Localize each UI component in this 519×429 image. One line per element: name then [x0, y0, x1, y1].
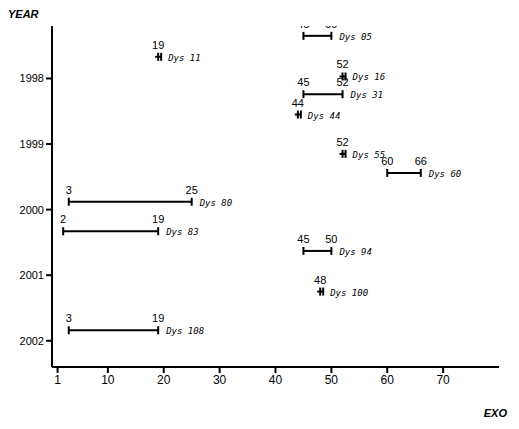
- svg-text:3: 3: [66, 184, 72, 196]
- svg-text:50: 50: [325, 233, 337, 245]
- svg-text:52: 52: [336, 136, 348, 148]
- svg-text:50: 50: [325, 26, 337, 30]
- html-text:EXO: EXO: [483, 407, 507, 419]
- svg-text:10: 10: [101, 373, 115, 387]
- svg-text:20: 20: [157, 373, 171, 387]
- svg-text:48: 48: [314, 274, 326, 286]
- svg-text:Dys 94: Dys 94: [338, 247, 372, 257]
- svg-text:52: 52: [336, 76, 348, 88]
- svg-text:Dys 31: Dys 31: [350, 90, 384, 100]
- svg-text:Dys 44: Dys 44: [307, 111, 341, 121]
- svg-text:1998: 1998: [20, 72, 44, 84]
- svg-text:19: 19: [152, 312, 164, 324]
- svg-text:Dys 83: Dys 83: [165, 227, 199, 237]
- svg-text:45: 45: [297, 233, 309, 245]
- svg-text:Dys 11: Dys 11: [167, 53, 201, 63]
- svg-text:45: 45: [297, 76, 309, 88]
- svg-text:60: 60: [381, 373, 395, 387]
- svg-text:1999: 1999: [20, 138, 44, 150]
- svg-text:Dys 108: Dys 108: [165, 326, 204, 336]
- svg-text:Dys 05: Dys 05: [338, 32, 372, 42]
- svg-text:50: 50: [325, 373, 339, 387]
- svg-text:25: 25: [186, 184, 198, 196]
- svg-text:19: 19: [152, 39, 164, 51]
- svg-text:40: 40: [269, 373, 283, 387]
- svg-text:3: 3: [66, 312, 72, 324]
- html-text:YEAR: YEAR: [8, 8, 39, 20]
- svg-text:Dys 100: Dys 100: [329, 288, 368, 298]
- svg-text:52: 52: [336, 58, 348, 70]
- svg-text:45: 45: [297, 26, 309, 30]
- svg-text:Dys 16: Dys 16: [352, 72, 386, 82]
- svg-text:60: 60: [381, 155, 393, 167]
- svg-text:2002: 2002: [20, 335, 44, 347]
- svg-text:1: 1: [54, 373, 61, 387]
- svg-text:2: 2: [60, 213, 66, 225]
- svg-text:19: 19: [152, 213, 164, 225]
- svg-text:70: 70: [436, 373, 450, 387]
- svg-text:Dys 60: Dys 60: [428, 169, 462, 179]
- svg-text:Dys 55: Dys 55: [352, 150, 386, 160]
- svg-text:30: 30: [213, 373, 227, 387]
- svg-text:66: 66: [415, 155, 427, 167]
- svg-text:2001: 2001: [20, 269, 44, 281]
- svg-text:Dys 80: Dys 80: [199, 198, 233, 208]
- svg-text:44: 44: [292, 97, 304, 109]
- svg-text:2000: 2000: [20, 204, 44, 216]
